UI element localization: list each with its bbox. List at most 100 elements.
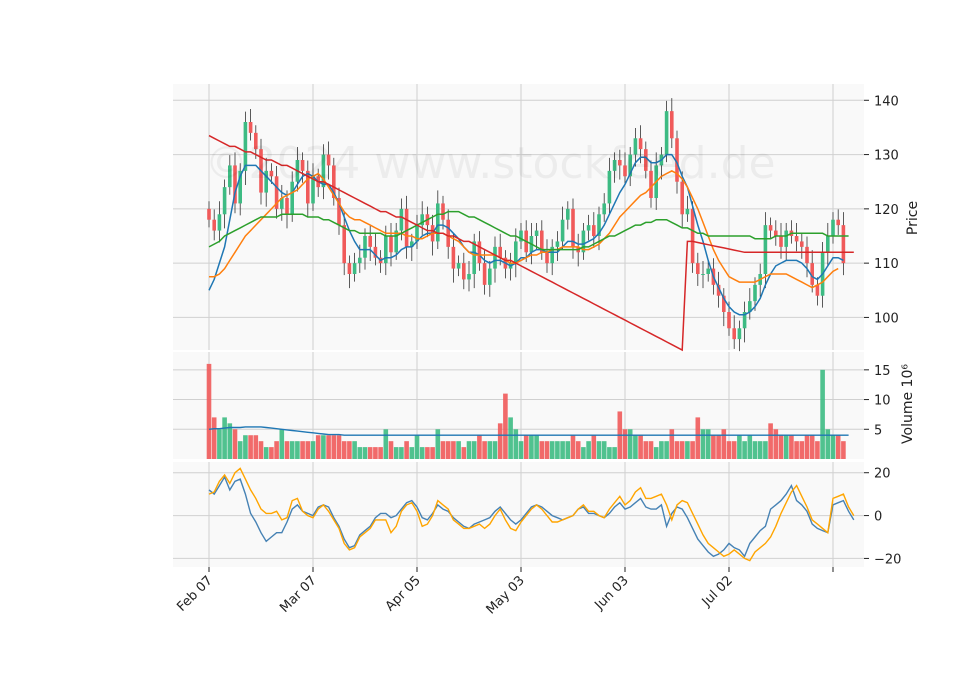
- candle-body: [566, 208, 570, 220]
- x-tick-label: Feb 07: [174, 573, 216, 615]
- candle-body: [451, 246, 456, 269]
- candle-body: [618, 160, 622, 166]
- candle-body: [696, 263, 700, 274]
- candle-body: [826, 236, 830, 253]
- candle-body: [233, 165, 237, 204]
- candle-body: [462, 263, 466, 280]
- candle-body: [612, 160, 617, 171]
- volume-bar: [513, 429, 519, 459]
- volume-bar: [737, 435, 742, 459]
- candle-body: [727, 312, 731, 329]
- candle-body: [264, 170, 268, 193]
- volume-bar: [763, 441, 768, 459]
- volume-bar: [742, 441, 747, 459]
- candle-body: [404, 208, 409, 247]
- volume-bar: [326, 435, 331, 459]
- volume-bar: [430, 447, 435, 459]
- candle-body: [280, 198, 284, 209]
- x-tick-label: Jul 02: [699, 573, 736, 610]
- volume-bar: [695, 417, 701, 459]
- candle-body: [217, 214, 222, 231]
- volume-bar: [289, 441, 295, 459]
- oscillator-fast-line: [208, 475, 855, 558]
- volume-bar: [222, 417, 227, 459]
- x-tick-label: Mar 07: [277, 573, 320, 616]
- oscillator-slow-line: [208, 467, 855, 562]
- candle-body: [732, 328, 736, 340]
- candle-body: [768, 225, 773, 231]
- candle-body: [592, 225, 596, 236]
- volume-bar: [503, 393, 508, 459]
- volume-bar: [575, 441, 581, 459]
- volume-bar: [305, 441, 311, 459]
- volume-bar: [815, 441, 820, 459]
- volume-bar: [638, 435, 643, 459]
- volume-bar: [726, 441, 732, 459]
- volume-bar: [347, 441, 352, 459]
- candle-body: [394, 230, 398, 253]
- volume-bar: [414, 435, 420, 459]
- volume-bar: [295, 441, 300, 459]
- volume-bar: [258, 441, 264, 459]
- candle-body: [415, 225, 419, 242]
- candle-body: [519, 230, 523, 242]
- candle-body: [602, 203, 606, 215]
- volume-panel: 5 10 15: [173, 352, 891, 459]
- volume-bar: [284, 441, 290, 459]
- oscillator-tick-label: 0: [874, 510, 882, 525]
- volume-bar: [367, 447, 373, 459]
- candle-body: [420, 214, 424, 226]
- candle-body: [779, 236, 783, 247]
- volume-bar: [711, 435, 716, 459]
- candle-body: [644, 149, 648, 171]
- candle-body: [701, 274, 705, 275]
- volume-bar: [669, 429, 675, 459]
- volume-bar: [612, 447, 617, 459]
- price-axis-label: Price: [905, 201, 921, 235]
- volume-bar: [747, 435, 753, 459]
- volume-bar: [378, 447, 383, 459]
- candle-body: [638, 138, 643, 150]
- candle-body: [805, 246, 809, 264]
- price-tick-label: 120: [874, 203, 899, 218]
- volume-bar: [419, 447, 425, 459]
- volume-bar: [466, 441, 472, 459]
- volume-bar: [508, 417, 513, 459]
- candle-body: [337, 198, 341, 226]
- candle-body: [384, 236, 388, 264]
- candle-body: [321, 154, 326, 188]
- candle-body: [332, 165, 336, 198]
- candle-body: [498, 246, 502, 258]
- candle-body: [690, 208, 695, 264]
- volume-bar: [596, 441, 602, 459]
- candle-body: [306, 170, 310, 204]
- volume-bar: [601, 441, 607, 459]
- candle-body: [243, 122, 248, 171]
- candle-body: [841, 225, 846, 264]
- volume-bar: [757, 441, 763, 459]
- candle-body: [540, 230, 544, 253]
- volume-bar: [383, 429, 389, 459]
- volume-bar: [232, 429, 238, 459]
- candle-body: [311, 176, 315, 204]
- volume-bar: [773, 429, 779, 459]
- candle-body: [810, 263, 814, 285]
- volume-bar: [700, 429, 706, 459]
- candle-body: [836, 219, 840, 226]
- volume-bar: [425, 447, 430, 459]
- volume-bar: [248, 435, 253, 459]
- volume-bar: [279, 429, 285, 459]
- candle-body: [545, 252, 549, 264]
- volume-bar: [721, 429, 727, 459]
- candle-body: [222, 187, 227, 215]
- candle-body: [207, 208, 211, 220]
- volume-bar: [607, 447, 612, 459]
- volume-bar: [586, 441, 591, 459]
- candle-body: [748, 301, 752, 312]
- volume-bar: [362, 447, 368, 459]
- volume-bar: [492, 441, 498, 459]
- candle-body: [628, 154, 632, 177]
- volume-bar: [315, 435, 321, 459]
- price-tick-label: 100: [874, 311, 899, 326]
- volume-bar: [388, 441, 394, 459]
